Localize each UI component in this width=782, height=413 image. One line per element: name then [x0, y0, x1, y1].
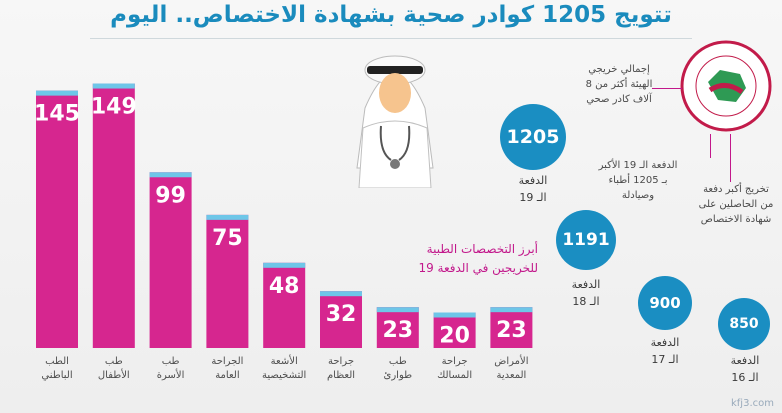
batch-19-number: الـ 19 [519, 191, 547, 204]
bar-0 [36, 90, 78, 348]
note1-connector [652, 88, 682, 89]
batch-16-circle: 850 [718, 298, 770, 350]
bar-cap-5 [320, 291, 362, 297]
category-label-4: الأشعة التشخيصية [262, 354, 306, 381]
bar-cap-1 [92, 83, 135, 89]
category-label-7: جراحة المسالك [437, 356, 472, 381]
batch-18-word: الدفعة [571, 278, 601, 291]
bar-2 [149, 172, 192, 348]
category-label-0: الطب الباطني [41, 356, 72, 381]
batch-18-label: الدفعة الـ 18 [561, 276, 611, 310]
note-largest-batch: الدفعة الـ 19 الأكبر بـ 1205 أطباء وصياد… [598, 160, 678, 201]
bar-cap-4 [263, 262, 306, 268]
category-label-8: الأمراض المعدية [494, 354, 528, 381]
batch-16-count: 850 [729, 316, 759, 332]
batch-17-circle: 900 [638, 276, 692, 330]
organization-logo [680, 40, 772, 132]
batch-16-label: الدفعة الـ 16 [720, 352, 770, 386]
bar-value-5: 32 [326, 302, 357, 327]
note2-connector [710, 134, 711, 158]
bar-cap-8 [490, 307, 533, 313]
batch-17-number: الـ 17 [651, 353, 679, 366]
category-label-6: طب طوارئ [384, 356, 413, 381]
bar-3 [206, 214, 249, 348]
bar-6 [376, 307, 419, 348]
doctor-icon [356, 55, 434, 188]
bar-value-1: 149 [91, 95, 137, 120]
bar-1 [92, 83, 135, 349]
watermark: kfj3.com [731, 398, 774, 409]
bar-value-7: 20 [439, 324, 470, 349]
note-specialty-certificate: تخريج أكبر دفعة من الحاصلين على شهادة ال… [698, 184, 774, 225]
batch-19-circle: 1205 [500, 104, 566, 170]
bar-cap-3 [206, 214, 249, 220]
bar-cap-7 [433, 312, 476, 318]
bar-value-8: 23 [496, 318, 527, 343]
bar-value-2: 99 [155, 183, 186, 208]
bar-cap-6 [376, 307, 419, 313]
bar-value-0: 145 [34, 102, 80, 127]
bar-cap-0 [36, 90, 78, 96]
page-title: تتويج 1205 كوادر صحية بشهادة الاختصاص.. … [110, 2, 672, 28]
bar-8 [490, 307, 533, 348]
batch-19-label: الدفعة الـ 19 [508, 172, 558, 206]
batch-16-number: الـ 16 [731, 371, 759, 384]
category-label-3: الجراحة العامة [211, 356, 243, 381]
note3-connector [730, 134, 731, 182]
bar-value-6: 23 [382, 318, 413, 343]
batch-16-word: الدفعة [730, 354, 760, 367]
bar-cap-2 [149, 172, 192, 178]
category-label-1: طب الأطفال [98, 356, 130, 381]
batch-17-count: 900 [649, 294, 681, 312]
bar-5 [320, 291, 362, 348]
batch-19-count: 1205 [506, 126, 560, 148]
chart-label: أبرز التخصصات الطبية للخريجين في الدفعة … [418, 242, 538, 275]
batch-18-count: 1191 [562, 230, 610, 250]
category-label-2: طب الأسرة [157, 356, 185, 381]
note-total-graduates: إجمالي خريجي الهيئة أكثر من 8 آلاف كادر … [585, 64, 653, 105]
batch-18-circle: 1191 [556, 210, 616, 270]
batch-19-word: الدفعة [518, 174, 548, 187]
bar-7 [433, 312, 476, 348]
category-label-5: جراحة العظام [327, 356, 355, 381]
title-divider [90, 38, 692, 39]
batch-17-word: الدفعة [650, 336, 680, 349]
bar-4 [263, 262, 306, 348]
bar-value-3: 75 [212, 226, 243, 251]
bar-value-4: 48 [269, 274, 300, 299]
batch-17-label: الدفعة الـ 17 [640, 334, 690, 368]
batch-18-number: الـ 18 [572, 295, 600, 308]
